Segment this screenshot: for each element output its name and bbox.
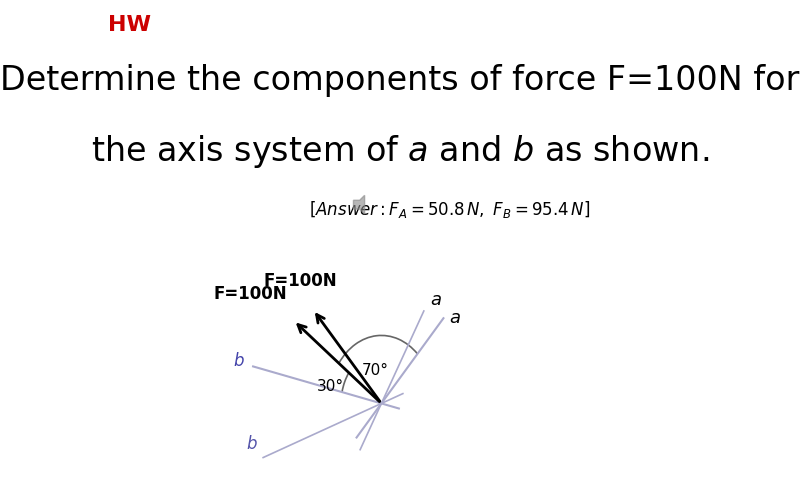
Text: the axis system of $\mathit{a}$ and $\mathit{b}$ as shown.: the axis system of $\mathit{a}$ and $\ma… (91, 133, 709, 170)
Text: a: a (450, 309, 461, 327)
Polygon shape (354, 195, 365, 214)
Text: Determine the components of force F=100N for: Determine the components of force F=100N… (0, 64, 800, 97)
Text: b: b (246, 434, 257, 453)
Text: b: b (234, 352, 244, 370)
Text: HW: HW (108, 15, 151, 35)
Text: 30°: 30° (317, 378, 344, 394)
Text: a: a (430, 290, 441, 308)
Text: $[Answer : F_A = 50.8\,N,\ F_B = 95.4\,N]$: $[Answer : F_A = 50.8\,N,\ F_B = 95.4\,N… (309, 199, 590, 220)
Text: 70°: 70° (362, 363, 389, 378)
Text: F=100N: F=100N (263, 272, 337, 290)
Text: F=100N: F=100N (214, 285, 287, 303)
